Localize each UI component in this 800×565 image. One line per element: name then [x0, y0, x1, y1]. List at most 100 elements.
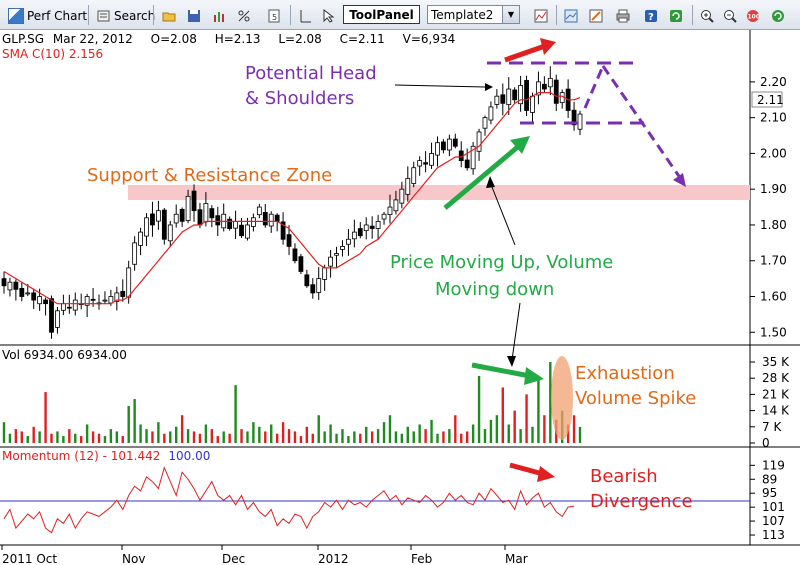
- candle-body: [494, 95, 500, 105]
- candlestick-series: [1, 66, 583, 339]
- volume-bar: [418, 424, 421, 443]
- candle-body: [179, 208, 185, 222]
- exhaustion-text-1: Exhaustion: [575, 363, 675, 384]
- line-tool-button[interactable]: [294, 4, 319, 28]
- indicator-button[interactable]: [208, 4, 233, 28]
- price-tick-label: 1.50: [760, 325, 787, 339]
- zoom-chart-button[interactable]: [560, 4, 585, 28]
- candle-body: [233, 220, 238, 229]
- percent-button[interactable]: [233, 4, 258, 28]
- zoom-100-button[interactable]: 100: [742, 4, 767, 28]
- price-tick-label: 1.90: [760, 182, 787, 196]
- momentum-tick-label: 101: [762, 500, 785, 514]
- volume-bar: [578, 426, 582, 443]
- volume-bar: [186, 429, 190, 443]
- candle-body: [530, 95, 535, 113]
- green-uptrend-arrow: [443, 143, 522, 210]
- volume-bar: [246, 431, 249, 443]
- candle-body: [239, 224, 244, 237]
- line-tool-icon: [300, 10, 311, 23]
- candle-body: [488, 106, 494, 121]
- x-tick-label: Mar: [505, 552, 528, 565]
- candle-body: [90, 298, 96, 301]
- symbol-label: GLP.SG: [2, 32, 44, 46]
- candle-body: [203, 203, 209, 223]
- candle-body: [363, 224, 369, 232]
- candle-body: [108, 296, 114, 304]
- candle-body: [411, 167, 417, 184]
- search-button[interactable]: Search: [93, 4, 159, 28]
- perf-chart-button[interactable]: Perf Chart: [4, 4, 91, 28]
- volume-bar: [2, 422, 6, 443]
- momentum-line: [3, 466, 575, 534]
- volume-bar: [228, 433, 231, 443]
- volume-bar: [8, 433, 12, 443]
- period-button[interactable]: 5: [263, 4, 288, 28]
- candle-body: [441, 141, 446, 151]
- volume-bar: [531, 426, 534, 443]
- candle-body: [369, 225, 375, 229]
- candle-body: [55, 310, 60, 328]
- candle-body: [19, 287, 25, 297]
- low-label: L=2.08: [278, 32, 321, 46]
- template-select[interactable]: Template2 ▼: [427, 5, 520, 24]
- candle-body: [167, 224, 173, 242]
- stock-chart[interactable]: GLP.SG Mar 22, 2012 O=2.08 H=2.13 L=2.08…: [0, 30, 800, 565]
- volume-bar: [222, 431, 225, 443]
- volume-bar: [175, 426, 178, 443]
- candle-body: [304, 274, 310, 287]
- volume-bar: [566, 424, 570, 443]
- exhaustion-text-2: Volume Spike: [575, 388, 696, 409]
- perf-chart-label: Perf Chart: [27, 9, 88, 23]
- candle-body: [256, 206, 262, 216]
- candle-body: [393, 199, 399, 212]
- volume-bar: [329, 424, 332, 443]
- save-icon: [188, 10, 200, 22]
- candle-body: [346, 238, 351, 245]
- candle-body: [518, 85, 524, 105]
- bearish-text-1: Bearish: [590, 466, 658, 487]
- candle-body: [423, 162, 429, 165]
- zoom-out-button[interactable]: [719, 4, 744, 28]
- volume-bar: [20, 431, 24, 443]
- projection-up: [583, 65, 605, 109]
- print-button[interactable]: [612, 4, 637, 28]
- candle-body: [322, 267, 328, 280]
- last-price-label: 2.11: [757, 93, 784, 107]
- price-volume-text-2: Moving down: [435, 279, 554, 300]
- toolpanel-button[interactable]: ToolPanel: [343, 5, 420, 24]
- volume-bar: [74, 433, 77, 443]
- candle-body: [524, 80, 529, 111]
- chart-style-button[interactable]: [530, 4, 555, 28]
- toolbar-divider: [88, 5, 89, 25]
- reset-button[interactable]: [767, 4, 792, 28]
- volume-bar: [525, 394, 528, 443]
- candle-body: [126, 267, 132, 298]
- momentum-tick-label: 107: [762, 514, 785, 528]
- pointer-button[interactable]: [318, 4, 343, 28]
- zoom-in-button[interactable]: [696, 4, 721, 28]
- open-button[interactable]: [158, 4, 183, 28]
- volume-bar: [483, 429, 487, 443]
- refresh-icon: [670, 10, 682, 22]
- volume-bar: [347, 436, 350, 443]
- candle-body: [577, 113, 583, 130]
- calendar-icon: 5: [268, 9, 280, 23]
- green-volume-arrow: [471, 362, 531, 379]
- draw-button[interactable]: [585, 4, 610, 28]
- help-button[interactable]: ?: [640, 4, 665, 28]
- green-uptrend-arrowhead: [510, 136, 530, 154]
- volume-bar: [501, 387, 505, 443]
- save-button[interactable]: [183, 4, 208, 28]
- volume-bar: [14, 429, 18, 443]
- candle-body: [470, 145, 476, 170]
- volume-bar: [151, 431, 154, 443]
- volume-bar: [448, 429, 451, 443]
- volume-bar: [169, 431, 172, 443]
- volume-bar: [299, 436, 303, 443]
- refresh-button[interactable]: [665, 4, 690, 28]
- candle-body: [138, 231, 143, 246]
- volume-bar: [465, 431, 469, 443]
- volume-bar: [192, 431, 196, 443]
